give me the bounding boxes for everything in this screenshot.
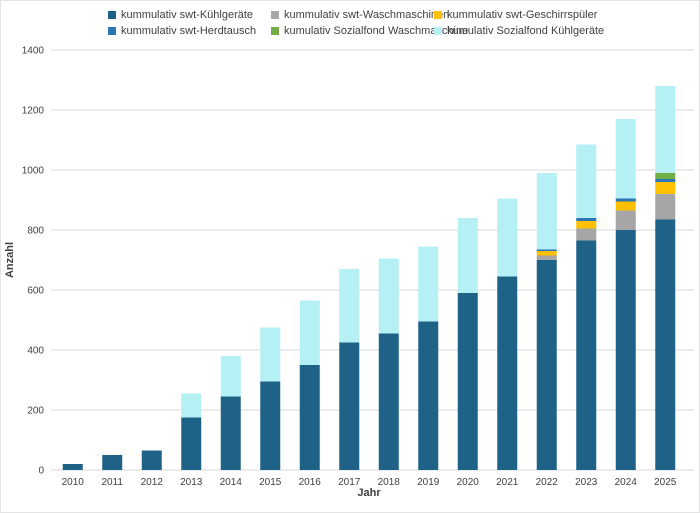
x-tick-label: 2022 <box>536 477 559 488</box>
legend-swatch-icon <box>271 27 279 35</box>
bar-segment <box>220 356 241 397</box>
legend-swatch-icon <box>108 11 116 19</box>
x-tick-label: 2015 <box>259 477 282 488</box>
bar-segment <box>536 249 557 251</box>
y-tick-label: 800 <box>27 226 44 237</box>
bar-segment <box>260 327 281 382</box>
bar-segment <box>655 194 676 220</box>
bar-segment <box>299 300 320 365</box>
x-tick-label: 2011 <box>101 477 123 488</box>
bar-segment <box>457 293 478 470</box>
bar-segment <box>655 173 676 179</box>
y-tick-label: 400 <box>27 346 44 357</box>
legend-item-sozialfond-waschmaschine: kumulativ Sozialfond Waschmaschine <box>271 25 468 37</box>
bar-segment <box>576 240 597 470</box>
bar-segment <box>220 396 241 470</box>
x-tick-label: 2020 <box>457 477 480 488</box>
bar-segment <box>102 455 123 470</box>
legend-swatch-icon <box>108 27 116 35</box>
legend-label: kummulativ swt-Waschmaschinen <box>284 9 450 21</box>
bar-segment <box>299 365 320 470</box>
y-tick-label: 1200 <box>22 106 45 117</box>
x-tick-label: 2025 <box>654 477 677 488</box>
bar-segment <box>655 179 676 182</box>
y-tick-label: 1000 <box>22 166 45 177</box>
bar-segment <box>378 333 399 470</box>
bar-segment <box>536 251 557 256</box>
y-axis-title: Anzahl <box>4 241 16 279</box>
bar-segment <box>576 218 597 221</box>
x-tick-label: 2012 <box>141 477 164 488</box>
bar-segment <box>615 198 636 202</box>
bar-segment <box>536 260 557 470</box>
legend-label: kummulativ swt-Kühlgeräte <box>121 9 254 21</box>
legend-swatch-icon <box>434 11 442 19</box>
chart-legend: kummulativ swt-Kühlgeräte kummulativ swt… <box>108 9 604 37</box>
legend-label: kumulativ Sozialfond Waschmaschine <box>284 25 469 37</box>
x-tick-label: 2014 <box>220 477 243 488</box>
bar-segment <box>418 246 439 322</box>
bar-segment <box>181 417 202 470</box>
x-axis-title: Jahr <box>357 487 381 499</box>
bar-segment <box>181 393 202 418</box>
legend-label: kummulativ swt-Herdtausch <box>121 25 257 37</box>
bar-segment <box>260 381 281 470</box>
legend-swatch-icon <box>271 11 279 19</box>
x-tick-label: 2016 <box>299 477 322 488</box>
x-tick-label: 2021 <box>496 477 519 488</box>
bar-segment <box>536 173 557 250</box>
x-tick-label: 2017 <box>338 477 361 488</box>
bar-segment <box>615 210 636 230</box>
bar-segment <box>141 450 162 470</box>
x-tick-label: 2013 <box>180 477 203 488</box>
bar-segment <box>576 221 597 229</box>
bar-segment <box>418 321 439 470</box>
bar-segment <box>615 230 636 470</box>
legend-label: kummulativ swt-Geschirrspüler <box>447 9 598 21</box>
bar-segment <box>576 144 597 218</box>
x-tick-label: 2023 <box>575 477 598 488</box>
legend-item-swt-herdtausch: kummulativ swt-Herdtausch <box>108 25 271 37</box>
y-tick-label: 200 <box>27 406 44 417</box>
bar-segment <box>62 464 83 470</box>
bar-segment <box>339 269 360 343</box>
bar-segment <box>655 219 676 470</box>
bar-segment <box>497 276 518 470</box>
legend-item-swt-kuehlgeraete: kummulativ swt-Kühlgeräte <box>108 9 271 21</box>
bar-segment <box>457 218 478 293</box>
x-tick-label: 2010 <box>62 477 85 488</box>
bar-segment <box>497 198 518 277</box>
bar-segment <box>655 86 676 173</box>
bar-segment <box>576 228 597 241</box>
bar-segment <box>615 201 636 211</box>
x-tick-label: 2018 <box>378 477 401 488</box>
legend-swatch-icon <box>434 27 442 35</box>
bar-segment <box>655 182 676 194</box>
legend-item-swt-geschirrspueler: kummulativ swt-Geschirrspüler <box>434 9 604 21</box>
x-tick-label: 2024 <box>615 477 638 488</box>
bar-segment <box>536 255 557 260</box>
bar-segment <box>339 342 360 470</box>
legend-item-swt-waschmaschinen: kummulativ swt-Waschmaschinen <box>271 9 449 21</box>
y-tick-label: 0 <box>38 466 44 477</box>
y-tick-label: 1400 <box>22 46 45 57</box>
y-tick-label: 600 <box>27 286 44 297</box>
x-tick-label: 2019 <box>417 477 440 488</box>
legend-item-sozialfond-kuehlgeraete: kumulativ Sozialfond Kühlgeräte <box>434 25 604 37</box>
legend-label: kumulativ Sozialfond Kühlgeräte <box>447 25 605 37</box>
bar-segment <box>378 258 399 334</box>
bar-segment <box>615 119 636 199</box>
